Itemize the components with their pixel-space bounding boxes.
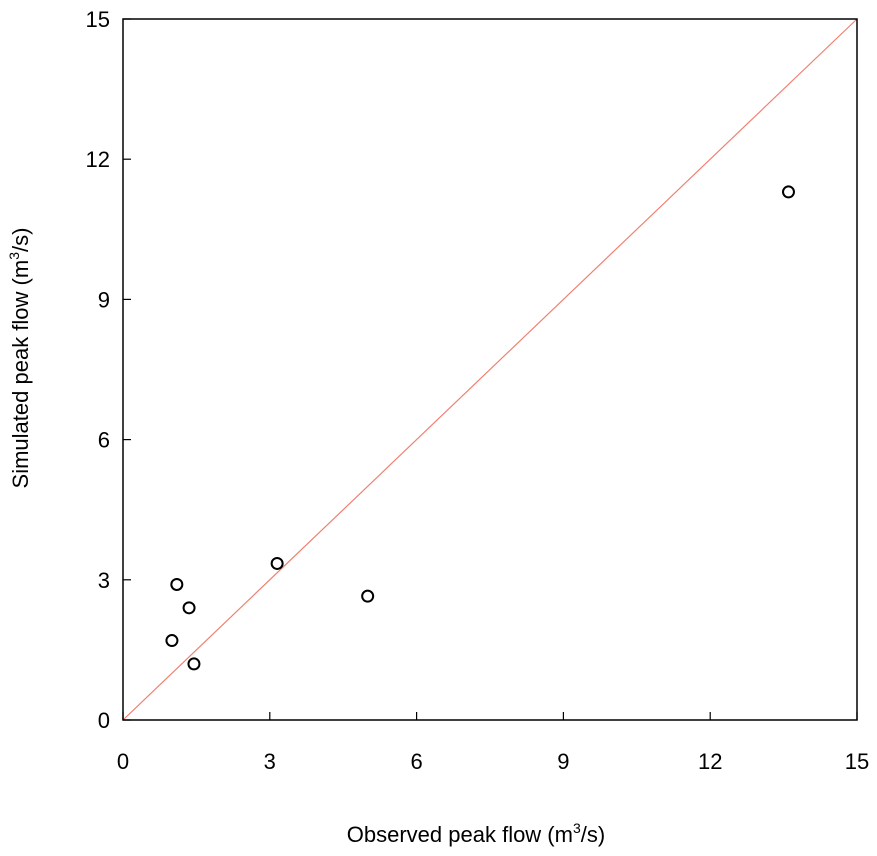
x-tick-label: 12 — [698, 749, 722, 774]
x-tick-label: 6 — [410, 749, 422, 774]
y-axis-label-text: Simulated peak flow (m — [8, 260, 33, 489]
y-tick-label: 3 — [98, 568, 110, 593]
data-point — [170, 577, 184, 591]
data-point — [165, 634, 179, 648]
data-point — [187, 657, 201, 671]
plot-layer: 0 3 6 9 12 15 0 3 6 9 12 15 — [86, 7, 870, 774]
y-tick-label: 15 — [86, 7, 110, 32]
x-axis-label: Observed peak flow (m3/s) — [347, 820, 605, 847]
x-axis-label-sup: 3 — [573, 820, 581, 836]
y-tick-label: 12 — [86, 147, 110, 172]
data-point — [361, 589, 375, 603]
data-point — [270, 556, 284, 570]
x-tick-label: 15 — [845, 749, 869, 774]
y-axis-label-sup: 3 — [6, 252, 22, 260]
reference-line — [122, 18, 858, 721]
y-tick-label: 0 — [98, 708, 110, 733]
y-axis-label-suffix: /s) — [8, 228, 33, 252]
data-point — [781, 185, 795, 199]
x-axis-label-suffix: /s) — [581, 822, 605, 847]
y-tick-label: 6 — [98, 428, 110, 453]
plot-frame — [122, 18, 858, 721]
x-axis-label-text: Observed peak flow (m — [347, 822, 573, 847]
x-tick-label: 3 — [264, 749, 276, 774]
y-tick-label: 9 — [98, 287, 110, 312]
x-tick-label: 0 — [117, 749, 129, 774]
y-axis-label: Simulated peak flow (m3/s) — [6, 228, 33, 489]
data-point — [182, 601, 196, 615]
x-tick-label: 9 — [557, 749, 569, 774]
